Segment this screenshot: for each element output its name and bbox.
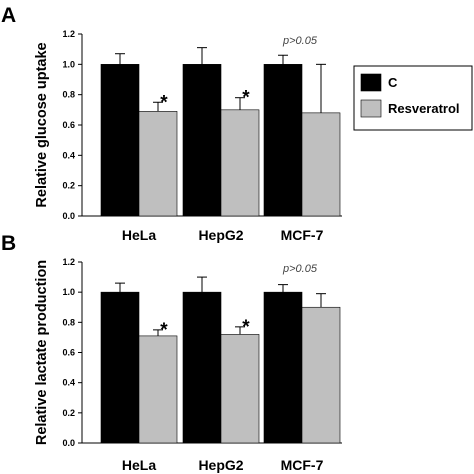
- bar-resveratrol-hepg2: [220, 334, 260, 444]
- panel-letter: B: [1, 232, 16, 255]
- y-tick-label: 0.8: [62, 90, 75, 100]
- annotation-text: p>0.05: [282, 35, 318, 47]
- panel-letter: A: [1, 4, 16, 27]
- bar-resveratrol-hela: [138, 335, 178, 444]
- bar-resveratrol-hela: [138, 111, 178, 217]
- y-tick-label: 0.6: [62, 120, 75, 130]
- y-tick-label: 0.2: [62, 408, 75, 418]
- bar-resveratrol-mcf-7: [301, 112, 341, 217]
- y-axis-label: Relative glucose uptake: [34, 42, 50, 207]
- y-tick-label: 0.0: [62, 438, 75, 448]
- x-category-label: HepG2: [198, 457, 243, 473]
- bar-control-hepg2: [182, 64, 222, 217]
- significance-marker: *: [160, 92, 168, 113]
- y-tick-label: 0.2: [62, 181, 75, 191]
- annotation-text: p>0.05: [282, 263, 318, 275]
- significance-marker: *: [242, 317, 250, 338]
- x-category-label: MCF-7: [281, 227, 324, 243]
- bar-control-mcf-7: [263, 291, 303, 444]
- chart-panel-b: B Relative lactate production 0.0 0.2 0.4 0.6…: [1, 232, 342, 473]
- y-tick-label: 0.0: [62, 211, 75, 221]
- significance-marker: *: [242, 88, 250, 109]
- legend-swatch: [360, 99, 382, 118]
- significance-marker: *: [160, 320, 168, 341]
- y-tick-label: 0.8: [62, 317, 75, 327]
- x-category-label: HeLa: [122, 227, 156, 243]
- bar-resveratrol-hepg2: [220, 109, 260, 217]
- legend-label: C: [388, 75, 398, 90]
- bar-control-hela: [100, 64, 140, 217]
- x-category-label: HepG2: [198, 227, 243, 243]
- y-tick-label: 0.4: [62, 378, 75, 388]
- y-tick-label: 0.4: [62, 150, 75, 160]
- y-axis-label: Relative lactate production: [34, 260, 50, 445]
- y-tick-label: 1.2: [62, 257, 75, 267]
- chart-panel-a: A Relative glucose uptake 0.0 0.2 0.4 0.6 0.8 1…: [1, 4, 342, 243]
- x-category-label: HeLa: [122, 457, 156, 473]
- y-tick-label: 1.2: [62, 29, 75, 39]
- chart-panels: A Relative glucose uptake 0.0 0.2 0.4 0.6 0.8 1…: [1, 4, 342, 473]
- bar-resveratrol-mcf-7: [301, 306, 341, 444]
- x-category-label: MCF-7: [281, 457, 324, 473]
- y-tick-label: 1.0: [62, 287, 75, 297]
- bar-control-mcf-7: [263, 64, 303, 217]
- bar-control-hepg2: [182, 291, 222, 444]
- legend-label: Resveratrol: [388, 101, 460, 116]
- legend-swatch: [360, 73, 382, 92]
- y-tick-label: 1.0: [62, 59, 75, 69]
- y-tick-label: 0.6: [62, 348, 75, 358]
- legend: C Resveratrol: [353, 65, 473, 131]
- bar-control-hela: [100, 291, 140, 444]
